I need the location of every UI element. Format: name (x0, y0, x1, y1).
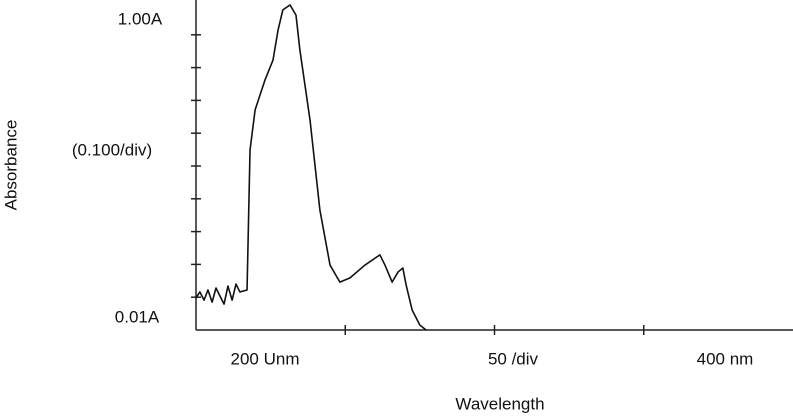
y-axis-text: 1.00A (118, 9, 163, 28)
x-axis-label: Wavelength (455, 394, 544, 413)
y-axis-text: 0.01A (115, 307, 160, 326)
x-axis-text: 400 nm (697, 349, 754, 368)
y-axis-label: Absorbance (1, 120, 20, 211)
y-axis-text: (0.100/div) (72, 140, 152, 159)
spectrum-line (195, 4, 427, 331)
x-axis-text: 50 /div (488, 349, 539, 368)
x-axis-text: 200 Unm (231, 349, 300, 368)
